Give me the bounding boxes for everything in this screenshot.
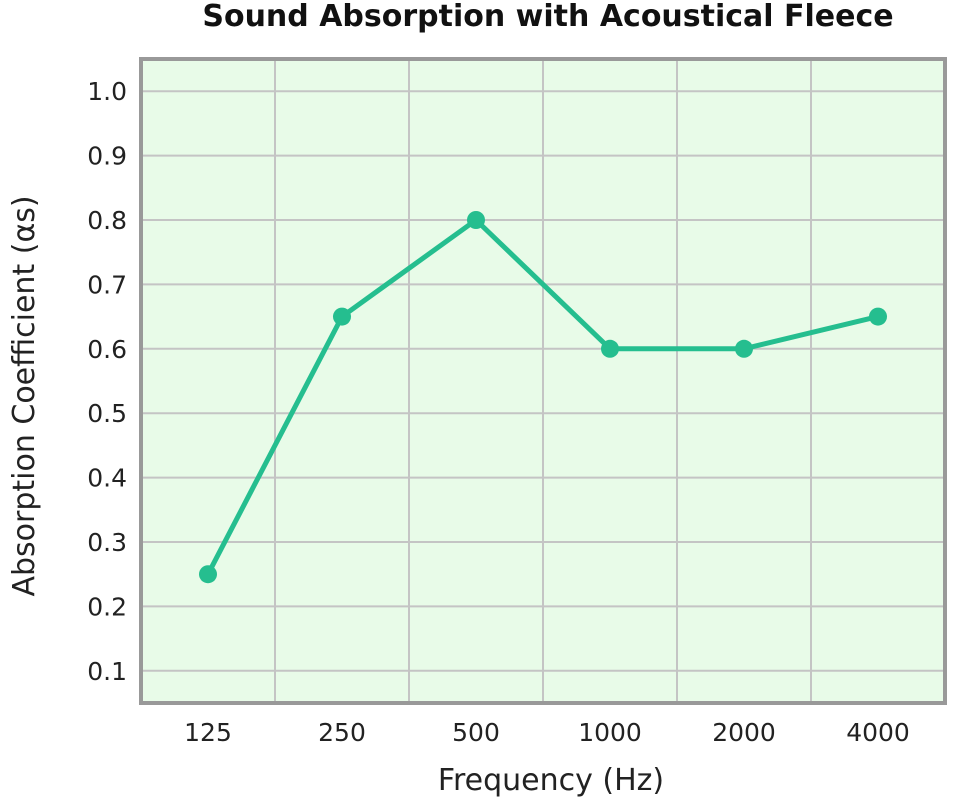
x-tick-label: 1000 bbox=[578, 718, 642, 747]
chart-title: Sound Absorption with Acoustical Fleece bbox=[202, 0, 893, 34]
y-tick-label: 0.8 bbox=[87, 206, 127, 235]
y-axis-label: Absorption Coefficient (αs) bbox=[7, 195, 42, 596]
data-point bbox=[333, 307, 351, 326]
y-tick-label: 0.7 bbox=[87, 270, 127, 299]
y-tick-label: 0.2 bbox=[87, 592, 127, 621]
plot-frame bbox=[139, 57, 947, 705]
y-tick-label: 0.6 bbox=[87, 335, 127, 364]
x-tick-label: 4000 bbox=[846, 718, 910, 747]
x-tick-label: 2000 bbox=[712, 718, 776, 747]
y-tick-labels: 0.1 0.2 0.3 0.4 0.5 0.6 0.7 0.8 0.9 1.0 bbox=[87, 77, 127, 686]
y-tick-label: 0.4 bbox=[87, 464, 127, 493]
x-tick-label: 125 bbox=[184, 718, 232, 747]
y-tick-label: 1.0 bbox=[87, 77, 127, 106]
y-tick-label: 0.9 bbox=[87, 142, 127, 171]
x-tick-labels: 125 250 500 1000 2000 4000 bbox=[184, 718, 910, 747]
x-axis-label: Frequency (Hz) bbox=[438, 763, 664, 798]
data-point bbox=[735, 339, 753, 358]
data-point bbox=[199, 565, 217, 584]
data-point bbox=[869, 307, 887, 326]
data-series bbox=[199, 211, 887, 584]
y-tick-label: 0.1 bbox=[87, 657, 127, 686]
x-tick-label: 250 bbox=[318, 718, 366, 747]
x-tick-label: 500 bbox=[452, 718, 500, 747]
series-line bbox=[205, 217, 879, 576]
grid-lines bbox=[141, 59, 945, 703]
y-tick-label: 0.3 bbox=[87, 528, 127, 557]
data-point bbox=[467, 211, 485, 229]
y-tick-label: 0.5 bbox=[87, 399, 127, 428]
data-point bbox=[601, 339, 619, 358]
